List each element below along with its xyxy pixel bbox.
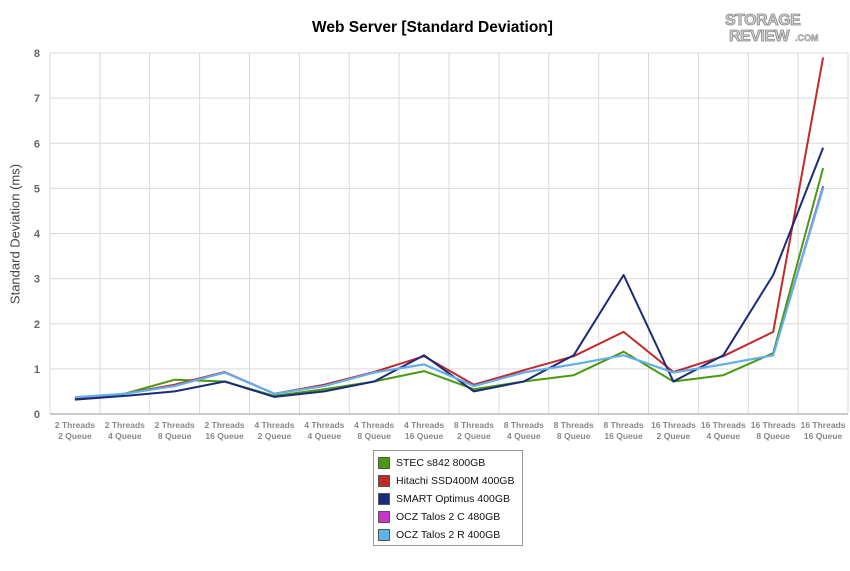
series-line-stec-s842-800gb: [74, 167, 825, 400]
legend-swatch: [378, 529, 390, 541]
x-tick-label: 4 Threads 2 Queue: [254, 420, 294, 441]
legend-item: SMART Optimus 400GB: [378, 490, 522, 508]
y-tick-label: 2: [34, 319, 40, 331]
legend-label: Hitachi SSD400M 400GB: [396, 475, 515, 487]
x-tick-label: 8 Threads 8 Queue: [554, 420, 594, 441]
legend-item: OCZ Talos 2 R 400GB: [378, 526, 522, 544]
x-tick-label: 8 Threads 16 Queue: [603, 420, 643, 441]
y-tick-label: 6: [34, 138, 40, 150]
y-tick-label: 4: [34, 229, 41, 241]
x-tick-label: 2 Threads 4 Queue: [105, 420, 145, 441]
x-tick-label: 4 Threads 16 Queue: [404, 420, 444, 441]
svg-text:REVIEW: REVIEW: [729, 28, 791, 45]
legend-label: OCZ Talos 2 R 400GB: [396, 529, 501, 541]
y-tick-label: 0: [34, 409, 40, 421]
y-tick-label: 3: [34, 274, 40, 286]
x-tick-label: 16 Threads 8 Queue: [751, 420, 796, 441]
legend-item: STEC s842 800GB: [378, 454, 522, 472]
x-tick-label: 16 Threads 4 Queue: [701, 420, 746, 441]
legend-label: SMART Optimus 400GB: [396, 493, 510, 505]
legend-item: Hitachi SSD400M 400GB: [378, 472, 522, 490]
y-tick-label: 8: [34, 48, 40, 60]
legend-label: STEC s842 800GB: [396, 457, 486, 469]
svg-text:STORAGE: STORAGE: [725, 12, 801, 29]
x-tick-label: 8 Threads 2 Queue: [454, 420, 494, 441]
x-tick-label: 2 Threads 16 Queue: [204, 420, 244, 441]
x-tick-label: 8 Threads 4 Queue: [504, 420, 544, 441]
legend-swatch: [378, 457, 390, 469]
chart-legend: STEC s842 800GB Hitachi SSD400M 400GB SMAR…: [373, 450, 523, 546]
series-line-ocz-talos-2-r-400gb: [74, 188, 825, 399]
x-tick-label: 4 Threads 8 Queue: [354, 420, 394, 441]
y-tick-label: 5: [34, 183, 40, 195]
x-tick-label: 4 Threads 4 Queue: [304, 420, 344, 441]
chart-title: Web Server [Standard Deviation]: [312, 19, 553, 36]
legend-swatch: [378, 493, 390, 505]
x-tick-label: 16 Threads 2 Queue: [651, 420, 696, 441]
y-tick-label: 7: [34, 93, 40, 105]
legend-item: OCZ Talos 2 C 480GB: [378, 508, 522, 526]
x-tick-label: 2 Threads 8 Queue: [155, 420, 195, 441]
legend-swatch: [378, 475, 390, 487]
x-tick-label: 2 Threads 2 Queue: [55, 420, 95, 441]
y-tick-label: 1: [34, 364, 40, 376]
legend-swatch: [378, 511, 390, 523]
storagereview-logo: STORAGE REVIEW .COM: [725, 12, 819, 45]
x-tick-label: 16 Threads 16 Queue: [801, 420, 846, 441]
svg-text:.COM: .COM: [795, 33, 819, 43]
legend-label: OCZ Talos 2 C 480GB: [396, 511, 501, 523]
